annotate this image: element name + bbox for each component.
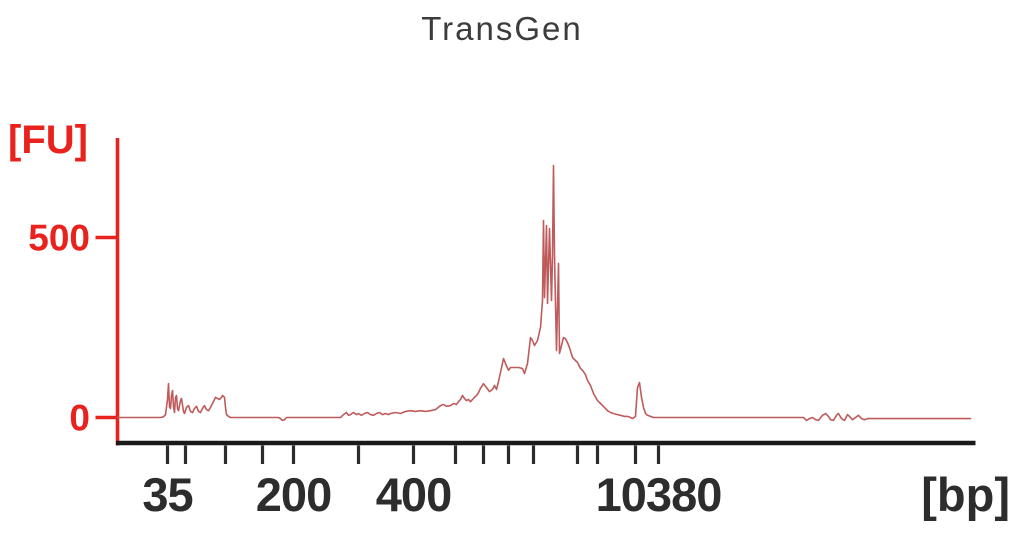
y-tick-label-0: 0 bbox=[69, 397, 90, 438]
x-tick-label-200: 200 bbox=[255, 468, 332, 521]
fluorescence-trace-path bbox=[116, 164, 972, 422]
x-tick-label-35: 35 bbox=[142, 468, 193, 521]
x-tick-label-400: 400 bbox=[375, 468, 452, 521]
chart-title: TransGen bbox=[421, 10, 583, 47]
x-tick-label-10380: 10380 bbox=[595, 468, 723, 521]
y-axis-unit-label: [FU] bbox=[8, 118, 88, 162]
x-axis-unit-label: [bp] bbox=[921, 468, 1010, 521]
y-tick-label-500: 500 bbox=[28, 217, 90, 258]
